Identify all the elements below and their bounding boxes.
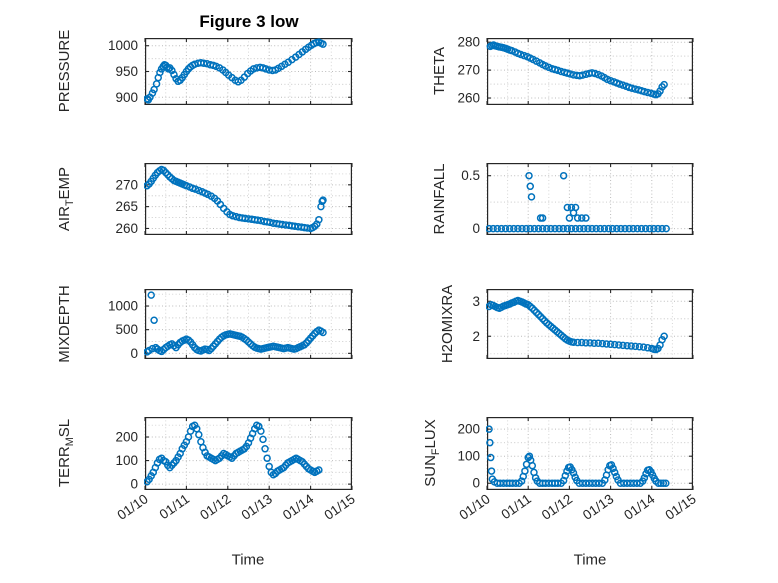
svg-text:0: 0: [472, 221, 480, 236]
svg-text:3: 3: [472, 294, 480, 309]
subplot-rainfall: 00.5: [461, 163, 694, 236]
subplot-sunflux: 0 100 200 01/10 01/11 01/12 01/13 01/14 01/15: [456, 417, 699, 523]
ylabel-text: MIXDEPTH: [56, 285, 73, 363]
y-axis-label-theta: THETA: [431, 47, 451, 95]
ylabel-text: TERR: [56, 446, 73, 488]
svg-text:265: 265: [115, 199, 138, 214]
ylabel-text: SL: [56, 418, 73, 438]
svg-text:01/14: 01/14: [280, 491, 317, 523]
ylabel-subscript: M: [64, 437, 76, 447]
figure-title: Figure 3 low: [199, 12, 299, 31]
subplot-theta: 260 270 280: [457, 35, 694, 106]
svg-text:950: 950: [115, 64, 138, 79]
svg-text:1000: 1000: [108, 38, 138, 53]
svg-text:01/15: 01/15: [321, 491, 357, 523]
subplot-airtemp: 260 265 270: [115, 163, 353, 236]
x-axis-label-left: Time: [231, 551, 265, 569]
subplot-mixdepth: 0 500 1000: [108, 289, 353, 361]
svg-text:500: 500: [115, 322, 138, 337]
svg-text:260: 260: [115, 221, 138, 236]
svg-text:01/11: 01/11: [157, 491, 192, 522]
svg-text:01/10: 01/10: [114, 491, 150, 523]
svg-text:100: 100: [457, 449, 480, 464]
ylabel-text: RAINFALL: [431, 163, 448, 235]
svg-text:0: 0: [130, 346, 138, 361]
svg-text:1000: 1000: [108, 299, 138, 314]
svg-text:0: 0: [130, 477, 138, 492]
x-axis-label-right: Time: [573, 551, 607, 569]
svg-text:0.5: 0.5: [461, 168, 480, 183]
svg-text:200: 200: [115, 430, 138, 445]
y-axis-label-rainfall: RAINFALL: [431, 164, 451, 235]
svg-text:200: 200: [457, 422, 480, 437]
svg-text:260: 260: [457, 91, 480, 106]
svg-text:0: 0: [472, 476, 480, 491]
svg-text:280: 280: [457, 35, 480, 50]
subplot-terrmsl: 0 100 200 01/10 01/11 01/12 01/13 01/14 01/15: [114, 417, 358, 523]
subplot-h2omixra: 23: [472, 289, 694, 360]
ylabel-subscript: F: [430, 448, 442, 456]
y-axis-label-h2omixra: H2OMIXRA: [439, 285, 459, 363]
svg-text:01/14: 01/14: [621, 491, 658, 523]
subplot-pressure: 900 950 1000: [108, 38, 353, 106]
svg-text:01/13: 01/13: [239, 491, 275, 523]
ylabel-text: AIR: [56, 206, 73, 232]
ylabel-text: H2OMIXRA: [439, 284, 456, 364]
svg-text:01/13: 01/13: [580, 491, 616, 523]
y-axis-label-terrmsl: TERRMSL: [56, 419, 76, 487]
svg-text:270: 270: [115, 177, 138, 192]
svg-text:01/11: 01/11: [498, 491, 533, 522]
y-axis-label-mixdepth: MIXDEPTH: [56, 285, 76, 363]
svg-text:01/12: 01/12: [539, 491, 575, 523]
svg-text:270: 270: [457, 63, 480, 78]
svg-text:01/15: 01/15: [662, 491, 698, 523]
ylabel-text: PRESSURE: [56, 29, 73, 113]
ylabel-text: LUX: [422, 419, 439, 449]
y-axis-label-pressure: PRESSURE: [56, 30, 76, 113]
svg-text:100: 100: [115, 453, 138, 468]
svg-text:900: 900: [115, 90, 138, 105]
svg-text:01/12: 01/12: [197, 491, 233, 523]
ylabel-subscript: T: [64, 199, 76, 207]
svg-text:2: 2: [472, 329, 480, 344]
y-axis-label-airtemp: AIRTEMP: [56, 167, 76, 231]
ylabel-text: EMP: [56, 166, 73, 200]
svg-text:01/10: 01/10: [456, 491, 492, 523]
y-axis-label-sunflux: SUNFLUX: [422, 419, 442, 486]
ylabel-text: THETA: [431, 46, 448, 96]
ylabel-text: SUN: [422, 455, 439, 487]
